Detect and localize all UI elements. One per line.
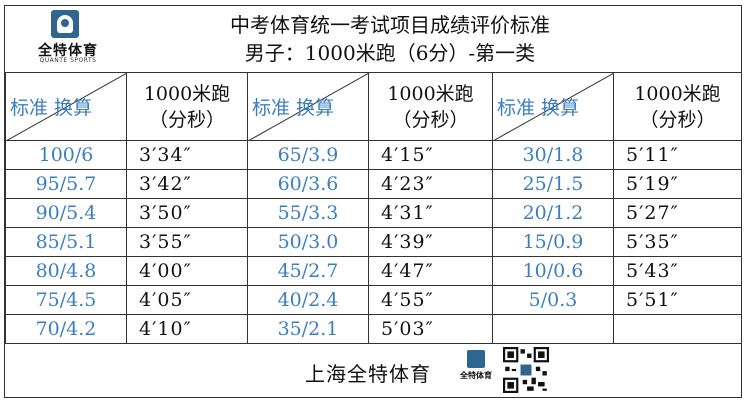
standard-score-cell: 80/4.8	[5, 256, 127, 286]
table-row: 70/4.2 4′10″ 35/2.1 5′03″	[5, 314, 742, 344]
header-event-cell: 1000米跑 （分秒）	[368, 72, 493, 141]
table-row: 85/5.1 3′55″ 50/3.0 4′39″ 15/0.9 5′35″	[5, 227, 742, 257]
standard-score-cell: 10/0.6	[492, 256, 614, 286]
footer-logo: 全特体育	[457, 350, 495, 390]
standard-score-cell: 15/0.9	[492, 227, 614, 257]
standard-score-cell: 20/1.2	[492, 198, 614, 228]
run-time-cell: 5′19″	[613, 169, 742, 199]
run-time-cell: 4′00″	[126, 256, 248, 286]
standard-score-cell: 75/4.5	[5, 285, 127, 315]
run-time-cell: 3′42″	[126, 169, 248, 199]
run-time-cell	[613, 314, 742, 344]
logo-chinese-name: 全特体育	[38, 43, 98, 59]
standard-score-cell: 25/1.5	[492, 169, 614, 199]
header-event-name: 1000米跑	[387, 82, 474, 105]
header-standard-cell: 标准 换算	[5, 72, 127, 141]
quante-logo: 全特体育 QUANTE SPORTS	[23, 10, 113, 66]
header-event-name: 1000米跑	[634, 82, 721, 105]
run-time-cell: 5′11″	[613, 140, 742, 170]
run-time-cell: 4′31″	[368, 198, 493, 228]
run-time-cell: 3′55″	[126, 227, 248, 257]
table-row: 95/5.7 3′42″ 60/3.6 4′23″ 25/1.5 5′19″	[5, 169, 742, 199]
header-event-cell: 1000米跑 （分秒）	[613, 72, 742, 141]
run-time-cell: 3′34″	[126, 140, 248, 170]
standard-score-cell: 40/2.4	[247, 285, 369, 315]
run-time-cell: 4′47″	[368, 256, 493, 286]
run-time-cell: 4′05″	[126, 285, 248, 315]
diagonal-line	[494, 73, 613, 140]
header-event-unit: （分秒）	[639, 108, 716, 131]
table-row: 75/4.5 4′05″ 40/2.4 4′55″ 5/0.3 5′51″	[5, 285, 742, 315]
header-event-unit: （分秒）	[148, 108, 225, 131]
logo-english-name: QUANTE SPORTS	[39, 57, 97, 64]
header-standard-label: 标准 换算	[497, 97, 580, 119]
standard-score-cell: 5/0.3	[492, 285, 614, 315]
standard-score-cell: 65/3.9	[247, 140, 369, 170]
diagonal-line	[7, 73, 126, 140]
table-row: 100/6 3′34″ 65/3.9 4′15″ 30/1.8 5′11″	[5, 140, 742, 170]
header-standard-label: 标准 换算	[10, 97, 93, 119]
run-time-cell: 5′51″	[613, 285, 742, 315]
run-time-cell: 3′50″	[126, 198, 248, 228]
run-time-cell: 4′15″	[368, 140, 493, 170]
standard-score-cell: 85/5.1	[5, 227, 127, 257]
fist-icon	[467, 350, 485, 368]
standard-score-cell: 100/6	[5, 140, 127, 170]
standard-score-cell: 55/3.3	[247, 198, 369, 228]
standard-score-cell: 95/5.7	[5, 169, 127, 199]
standard-score-cell	[492, 314, 614, 344]
page-subtitle: 男子：1000米跑（6分）-第一类	[244, 41, 536, 65]
standard-score-cell: 30/1.8	[492, 140, 614, 170]
page-title: 中考体育统一考试项目成绩评价标准	[230, 13, 550, 37]
header-event-name: 1000米跑	[143, 82, 231, 105]
sheet-header: 全特体育 QUANTE SPORTS 中考体育统一考试项目成绩评价标准 男子：1…	[5, 6, 741, 73]
footer-brand-text: 上海全特体育	[305, 362, 431, 386]
table-header-row: 标准 换算 1000米跑 （分秒） 标准 换算 1000米跑 （分秒） 标准 换…	[5, 72, 742, 141]
run-time-cell: 5′35″	[613, 227, 742, 257]
run-time-cell: 4′55″	[368, 285, 493, 315]
standard-score-cell: 35/2.1	[247, 314, 369, 344]
standard-score-cell: 50/3.0	[247, 227, 369, 257]
run-time-cell: 5′27″	[613, 198, 742, 228]
fist-icon	[51, 10, 79, 38]
standard-score-cell: 60/3.6	[247, 169, 369, 199]
header-standard-cell: 标准 换算	[492, 72, 614, 141]
run-time-cell: 4′23″	[368, 169, 493, 199]
qr-code-icon	[503, 347, 549, 393]
header-standard-label: 标准 换算	[252, 97, 335, 119]
table-row: 90/5.4 3′50″ 55/3.3 4′31″ 20/1.2 5′27″	[5, 198, 742, 228]
run-time-cell: 4′39″	[368, 227, 493, 257]
sheet-footer: 上海全特体育 全特体育	[5, 344, 741, 397]
standard-score-cell: 90/5.4	[5, 198, 127, 228]
footer-logo-name: 全特体育	[460, 371, 492, 380]
run-time-cell: 5′03″	[368, 314, 493, 344]
header-event-cell: 1000米跑 （分秒）	[126, 72, 248, 141]
run-time-cell: 5′43″	[613, 256, 742, 286]
table-row: 80/4.8 4′00″ 45/2.7 4′47″ 10/0.6 5′43″	[5, 256, 742, 286]
header-standard-cell: 标准 换算	[247, 72, 369, 141]
standard-score-cell: 45/2.7	[247, 256, 369, 286]
run-time-cell: 4′10″	[126, 314, 248, 344]
standards-sheet: 全特体育 QUANTE SPORTS 中考体育统一考试项目成绩评价标准 男子：1…	[4, 5, 742, 398]
header-event-unit: （分秒）	[392, 108, 469, 131]
score-table: 标准 换算 1000米跑 （分秒） 标准 换算 1000米跑 （分秒） 标准 换…	[5, 72, 742, 344]
diagonal-line	[249, 73, 368, 140]
standard-score-cell: 70/4.2	[5, 314, 127, 344]
